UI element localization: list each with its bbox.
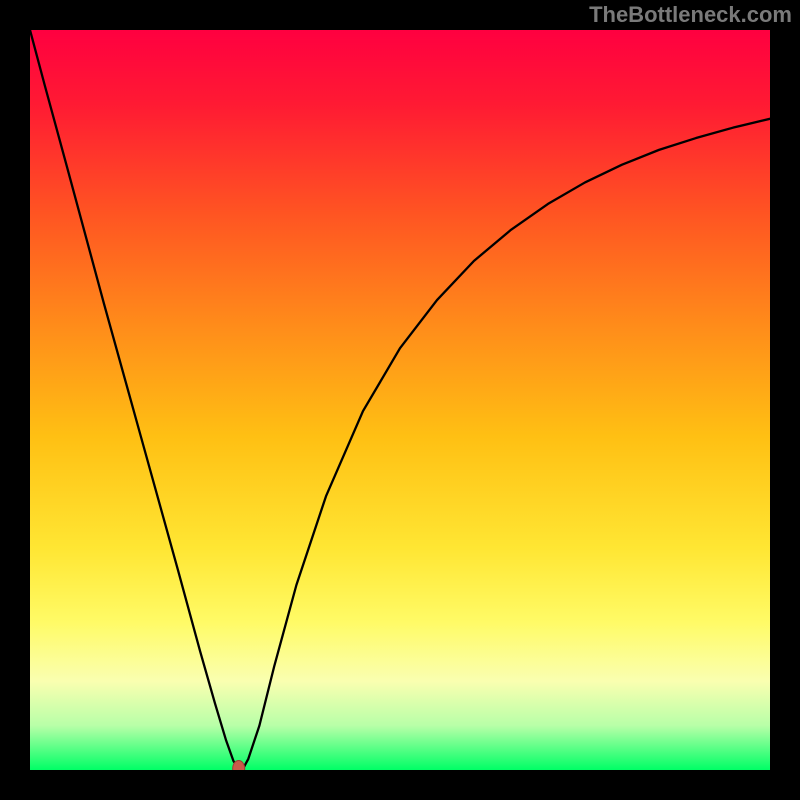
- curve-left-branch: [30, 30, 239, 769]
- curve-right-branch: [243, 119, 770, 769]
- bottleneck-curve: [30, 30, 770, 770]
- plot-area: [30, 30, 770, 770]
- watermark-text: TheBottleneck.com: [589, 2, 792, 28]
